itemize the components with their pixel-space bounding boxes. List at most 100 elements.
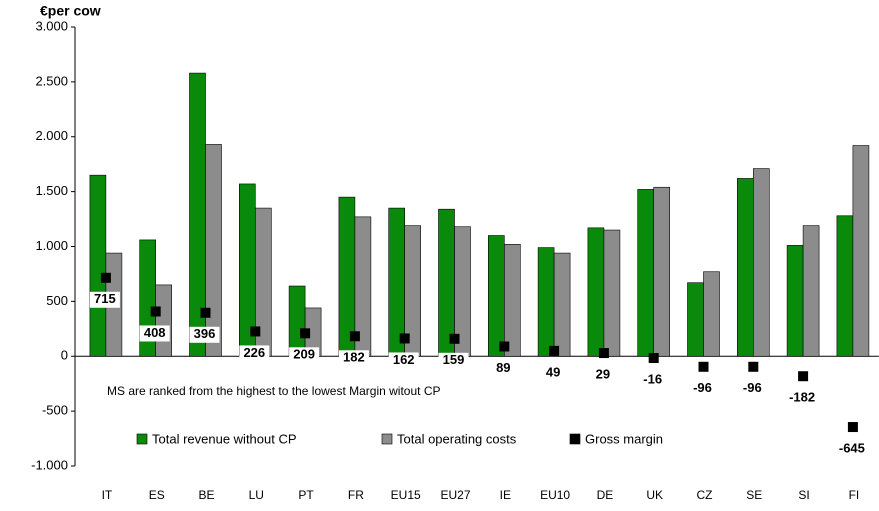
value-label-bg <box>338 350 369 367</box>
bar <box>637 189 655 357</box>
bar <box>553 252 571 357</box>
legend-swatch <box>381 433 393 445</box>
margin-marker <box>200 307 211 318</box>
bar <box>752 168 770 357</box>
bar <box>852 145 870 357</box>
margin-marker <box>847 422 858 433</box>
value-label: 396 <box>194 326 216 341</box>
y-tick-label: 3.000 <box>35 18 68 33</box>
x-tick-label: LU <box>249 488 264 502</box>
y-tick-label: 1.500 <box>35 183 68 198</box>
bar <box>603 229 621 357</box>
value-label: 49 <box>546 364 560 379</box>
x-tick-label: FI <box>849 488 860 502</box>
value-label-bg <box>289 347 320 364</box>
value-label-bg <box>637 372 668 389</box>
x-tick-label: FR <box>348 488 364 502</box>
value-label: 29 <box>596 367 610 382</box>
y-tick-label: 500 <box>46 293 68 308</box>
margin-marker <box>648 353 659 364</box>
x-tick-label: EU10 <box>540 488 570 502</box>
value-label-bg <box>189 326 220 343</box>
x-tick-label: ES <box>149 488 165 502</box>
value-label: -645 <box>839 440 865 455</box>
x-tick-label: BE <box>198 488 214 502</box>
legend-swatch <box>569 433 581 445</box>
x-tick-label: DE <box>597 488 614 502</box>
bar <box>786 245 804 357</box>
y-axis-label: €per cow <box>40 3 101 19</box>
value-label-bg <box>687 380 718 397</box>
value-label-bg <box>438 352 469 369</box>
bar <box>653 186 671 357</box>
bar <box>736 178 754 357</box>
x-tick-label: EU15 <box>391 488 421 502</box>
margin-marker <box>150 306 161 317</box>
x-tick-label: PT <box>298 488 314 502</box>
margin-marker <box>598 348 609 359</box>
value-label: -96 <box>743 380 762 395</box>
value-label-bg <box>488 360 519 377</box>
y-tick-label: 2.000 <box>35 128 68 143</box>
value-label: 209 <box>293 347 315 362</box>
legend-swatch <box>136 433 148 445</box>
value-label: -182 <box>789 390 815 405</box>
value-label-bg <box>239 345 270 362</box>
bar <box>836 215 854 357</box>
value-label: 159 <box>443 352 465 367</box>
value-label-bg <box>388 352 419 369</box>
bar <box>205 144 222 357</box>
margin-marker <box>449 333 460 344</box>
bar <box>288 285 306 357</box>
y-tick-label: 2.500 <box>35 73 68 88</box>
margin-marker <box>748 361 759 372</box>
margin-marker <box>698 361 709 372</box>
x-tick-label: CZ <box>697 488 713 502</box>
bar <box>503 244 521 357</box>
legend-label: Total operating costs <box>397 431 517 446</box>
legend-label: Total revenue without CP <box>152 431 297 446</box>
value-label: 226 <box>243 345 265 360</box>
annotation: MS are ranked from the highest to the lo… <box>107 384 441 398</box>
margin-marker <box>549 345 560 356</box>
y-tick-label: 0 <box>61 348 68 363</box>
value-label: 89 <box>496 360 510 375</box>
margin-marker <box>499 341 510 352</box>
bar <box>89 174 107 357</box>
x-tick-label: SI <box>798 488 809 502</box>
value-label-bg <box>538 364 569 381</box>
bar <box>487 235 505 357</box>
bar <box>703 271 720 357</box>
y-tick-label: -1.000 <box>31 457 68 472</box>
value-label-bg <box>836 441 867 458</box>
margin-marker <box>100 272 111 283</box>
x-tick-label: EU27 <box>440 488 470 502</box>
value-label-bg <box>787 390 818 407</box>
bar <box>802 225 820 357</box>
value-label: -96 <box>693 380 712 395</box>
y-tick-label: 1.000 <box>35 238 68 253</box>
margin-marker <box>300 328 311 339</box>
value-label: 408 <box>144 325 166 340</box>
bar <box>587 227 605 357</box>
x-tick-label: SE <box>746 488 762 502</box>
margin-marker <box>349 331 360 342</box>
bar <box>155 284 172 357</box>
y-tick-label: -500 <box>42 403 68 418</box>
value-label-bg <box>89 291 120 308</box>
margin-marker <box>798 371 809 382</box>
value-label: 715 <box>94 291 116 306</box>
value-label: 182 <box>343 350 365 365</box>
x-tick-label: IT <box>102 488 113 502</box>
value-label-bg <box>737 380 768 397</box>
margin-marker <box>250 326 261 337</box>
legend-label: Gross margin <box>585 431 663 446</box>
margin-marker <box>399 333 410 344</box>
value-label-bg <box>139 325 170 342</box>
value-label: 162 <box>393 352 415 367</box>
x-tick-label: IE <box>500 488 511 502</box>
value-label: -16 <box>643 371 662 386</box>
value-label-bg <box>587 367 618 384</box>
